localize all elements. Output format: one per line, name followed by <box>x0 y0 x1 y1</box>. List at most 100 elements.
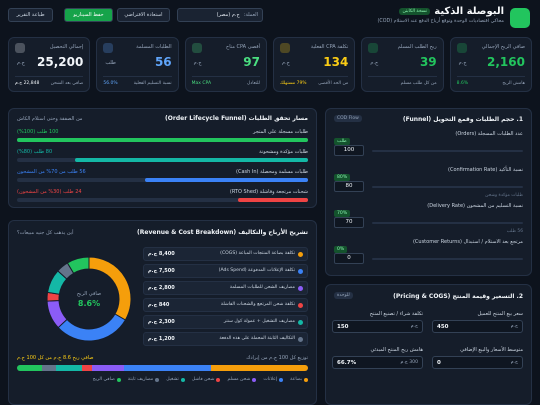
cost-amount: 7,500 ج.م <box>148 268 175 274</box>
kpi-icon <box>280 43 290 53</box>
legend-label: شحن مسلم <box>227 377 251 382</box>
field-input[interactable]: 150 ج.م <box>332 320 423 333</box>
kpi-label: الطلبات المسلمة <box>136 44 172 50</box>
kpi-card: تكلفة CPA الفعلية 134 ج.م من الحد الأقصى 79%… <box>273 37 356 92</box>
field-value: 150 <box>337 324 349 330</box>
slider-track[interactable] <box>372 258 523 260</box>
kpi-value: 97 <box>243 55 260 69</box>
slider-track[interactable] <box>372 150 523 152</box>
field-label: نسبة التسليم من المشحون (Delivery Rate) <box>427 203 523 209</box>
funnel-bar <box>145 178 308 182</box>
field-input[interactable]: 0 ج.م <box>432 356 523 369</box>
funnel-count: 24 طلب (30% من المشحون) <box>17 189 82 195</box>
currency-value: ج.م (مصر) <box>216 12 240 18</box>
card-badge: للوحدة <box>334 292 353 299</box>
legend-item: صافي الربح <box>93 377 121 382</box>
field-input[interactable]: 66.7% 300 ج.م <box>332 356 423 369</box>
stacked-segment <box>82 365 93 371</box>
header-button[interactable]: طباعة التقرير <box>8 8 53 22</box>
legend-swatch <box>252 377 257 382</box>
legend-swatch <box>304 377 308 382</box>
kpi-icon <box>15 43 25 53</box>
funnel-count: 80 طلب (80%) <box>17 149 53 155</box>
kpi-note: من الحد الأقصى <box>318 81 349 86</box>
cost-dot <box>298 337 303 342</box>
legend-label: صافي الربح <box>92 377 115 382</box>
currency-select[interactable]: العملة:ج.م (مصر) <box>177 8 263 22</box>
field-label: مرتجع بعد الاستلام / استبدال (Customer R… <box>412 239 523 245</box>
kpi-note-value: 8.6% <box>456 81 469 86</box>
legend-label: تشغيل <box>166 377 179 382</box>
kpi-label: أقصى CPA متاح <box>225 44 260 50</box>
legend-swatch <box>155 377 160 382</box>
legend-swatch <box>180 377 185 382</box>
donut-segment <box>66 256 90 274</box>
slider-track[interactable] <box>372 186 523 188</box>
kpi-divider <box>280 76 349 77</box>
card-title: 2. التسعير وقيمة المنتج (Pricing & COGS) <box>393 293 523 300</box>
card-subtitle: أين يذهب كل جنيه مبيعات؟ <box>17 230 74 236</box>
logo <box>510 8 530 28</box>
field-input[interactable]: 80 <box>334 181 364 192</box>
stacked-segment <box>55 365 83 371</box>
cost-name: تكلفة الإعلانات المدفوعة (Ads Spend) <box>218 268 295 273</box>
kpi-note: صافي بعد الشحن <box>50 81 84 86</box>
funnel-count: 100 طلب (100%) <box>17 129 59 135</box>
version-badge: نسخة الكابتن <box>399 8 430 15</box>
field-input[interactable]: 100 <box>334 145 364 156</box>
kpi-divider <box>368 76 437 77</box>
legend-item: تشغيل <box>166 377 185 382</box>
legend-label: شحن فاشل <box>191 377 215 382</box>
header-button[interactable]: حفظ السيناريو <box>64 8 113 22</box>
field-input[interactable]: 450 ج.م <box>432 320 523 333</box>
field-input[interactable]: 0 <box>334 253 364 264</box>
donut-center-value: 8.6% <box>77 299 101 308</box>
field-label: تكلفة شراء / تصنيع المنتج <box>369 311 423 317</box>
funnel-label: طلبات مؤكدة ومشحونة <box>259 149 308 155</box>
field-unit: طلب <box>334 138 350 145</box>
donut-segment <box>57 313 127 342</box>
kpi-unit: ج.م <box>17 60 25 66</box>
stacked-segment <box>42 365 56 371</box>
kpi-note: هامش الربح <box>502 81 525 86</box>
kpi-card: أقصى CPA متاح 97 ج.م للتعادل Max CPA <box>184 37 267 92</box>
app-title: البوصلة الذكية <box>434 6 504 17</box>
legend-item: إعلانات <box>263 377 284 382</box>
legend-label: بضاعة <box>290 377 302 382</box>
field-input[interactable]: 70 <box>334 217 364 228</box>
funnel-bar <box>238 198 308 202</box>
cost-name: التكاليف الثابتة المحملة على هذه الدفعة <box>219 336 295 341</box>
kpi-value: 25,200 <box>37 55 84 69</box>
kpi-card: صافي الربح الإجمالي 2,160 ج.م هامش الربح 8.6… <box>449 37 532 92</box>
kpi-note: نسبة التسليم الفعلية <box>133 81 172 86</box>
cost-dot <box>298 303 303 308</box>
field-unit: 70% <box>334 210 351 217</box>
legend-swatch <box>279 377 284 382</box>
field-value: 0 <box>437 360 441 366</box>
kpi-label: صافي الربح الإجمالي <box>481 44 525 50</box>
kpi-unit: طلب <box>105 60 116 66</box>
slider-track[interactable] <box>372 222 523 224</box>
kpi-value: 39 <box>419 55 437 69</box>
stacked-segment <box>92 365 125 371</box>
cost-row: تكلفة شحن المرتجع والشحنات الفاشلة 840 ج.… <box>143 298 308 312</box>
legend-label: مصاريف ثابتة <box>127 377 154 382</box>
cost-row: مصاريف التشغيل + عمولة كول سنتر 2,300 ج.م <box>143 315 308 329</box>
kpi-label: ربح الطلب المسلم <box>397 44 437 50</box>
legend-swatch <box>216 377 221 382</box>
cost-name: مصاريف التشغيل + عمولة كول سنتر <box>223 319 295 324</box>
funnel-card: مسار تحقق الطلبات (Order Lifecycle Funne… <box>8 108 317 208</box>
legend-swatch <box>116 377 121 382</box>
funnel-label: طلبات مسجلة على المتجر <box>253 129 308 135</box>
kpi-value: 56 <box>154 55 172 69</box>
kpi-divider <box>15 76 84 77</box>
field-label: سعر بيع المنتج للعميل <box>477 311 523 317</box>
funnel-track <box>17 158 308 162</box>
funnel-track <box>17 138 308 142</box>
funnel-bar <box>17 138 308 142</box>
header-button[interactable]: استعادة الافتراضي <box>117 8 170 22</box>
pricing-card: 2. التسعير وقيمة المنتج (Pricing & COGS)… <box>325 284 532 405</box>
stacked-segment <box>17 365 42 371</box>
kpi-note-value: 22,848 ج.م <box>15 81 40 86</box>
